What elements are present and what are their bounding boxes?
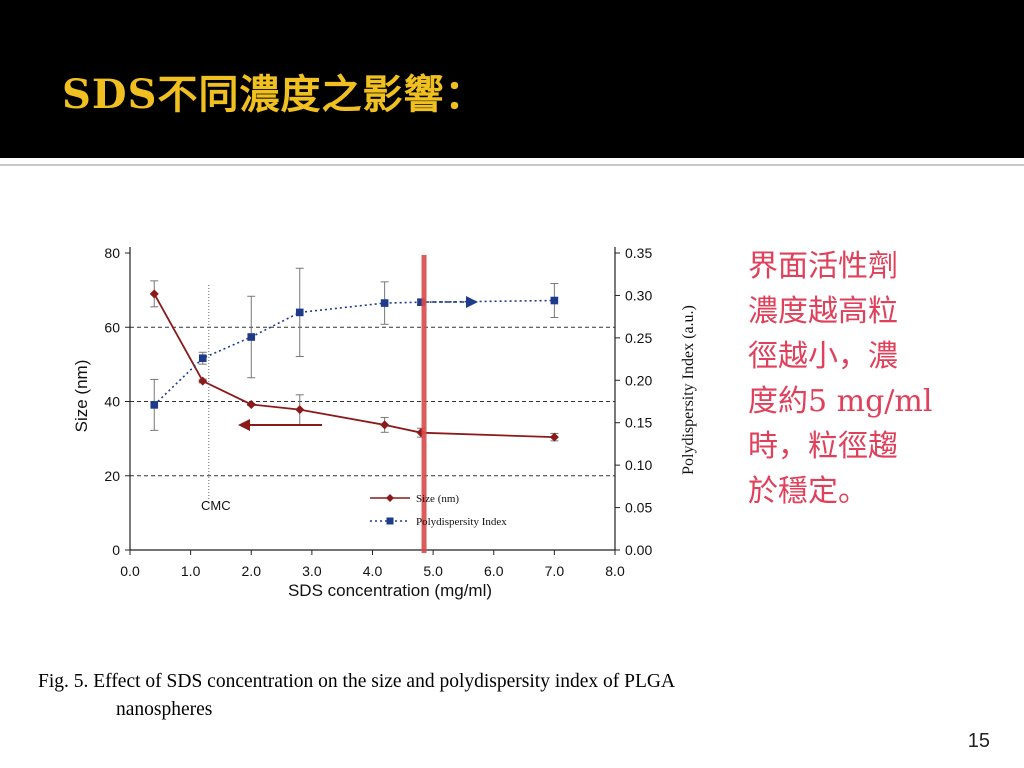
side-note: 界面活性劑 濃度越高粒 徑越小，濃 度約5 mg/ml 時，粒徑趨 於穩定。 (748, 244, 973, 514)
page-number: 15 (967, 730, 990, 752)
pdi-point (247, 333, 256, 341)
arrow-head (466, 296, 478, 308)
x-tick-label: 7.0 (545, 563, 565, 579)
legend-size-marker (386, 494, 394, 502)
size-point (149, 289, 159, 299)
tick-labels: 0.0 1.0 2.0 3.0 4.0 5.0 6.0 7.0 8.0 0 20 40 60 80 0.00… (104, 245, 652, 579)
series (149, 267, 559, 442)
legend-size-label: Size (nm) (416, 493, 459, 505)
arrow-head (238, 419, 250, 431)
caption-line: nanospheres (116, 699, 213, 720)
size-point (246, 399, 256, 409)
pdi-point (550, 296, 559, 305)
x-tick-label: 6.0 (484, 563, 504, 579)
x-tick-label: 0.0 (120, 563, 140, 579)
title-divider (0, 164, 1024, 166)
y2-axis-label: Polydispersity Index (a.u.) (680, 305, 697, 475)
x-axis-label: SDS concentration (mg/ml) (288, 581, 492, 600)
x-tick-label: 8.0 (605, 563, 625, 579)
axes (125, 247, 620, 555)
pdi-point (150, 401, 159, 409)
slide-title: SDS不同濃度之影響： (62, 71, 486, 118)
y-tick-label: 80 (104, 245, 120, 261)
side-note-line: 時，粒徑趨 (748, 429, 898, 464)
y2-tick-label: 0.00 (625, 542, 652, 558)
cmc-label: CMC (201, 498, 231, 513)
gridlines (130, 326, 615, 477)
side-note-line: 濃度越高粒 (748, 294, 898, 329)
pdi-point (380, 299, 389, 307)
pdi-point (417, 298, 425, 307)
x-tick-label: 1.0 (181, 563, 201, 579)
y2-tick-label: 0.30 (625, 287, 652, 303)
legend: Size (nm) Polydispersity Index (370, 493, 507, 528)
y2-tick-label: 0.10 (625, 457, 652, 473)
y2-tick-label: 0.25 (625, 330, 652, 346)
pdi-point (295, 308, 304, 317)
x-tick-label: 3.0 (302, 563, 322, 579)
x-tick-label: 4.0 (363, 563, 383, 579)
size-line (153, 293, 555, 439)
legend-pdi-label: Polydispersity Index (416, 516, 507, 528)
side-note-line: 度約5 mg/ml (748, 384, 933, 419)
y2-tick-label: 0.15 (625, 415, 652, 431)
highlight-line (421, 255, 427, 553)
side-note-line: 界面活性劑 (748, 249, 898, 284)
y-tick-label: 20 (104, 468, 120, 484)
size-point (198, 376, 208, 386)
y-axis-label: Size (nm) (72, 360, 91, 433)
pdi-line (153, 299, 555, 406)
size-point (380, 420, 390, 430)
size-axis-arrow (238, 419, 322, 431)
size-series (149, 280, 559, 442)
title-bar (0, 0, 1024, 158)
caption-line: Fig. 5. Effect of SDS concentration on t… (38, 671, 676, 692)
figure-caption: Fig. 5. Effect of SDS concentration on t… (38, 668, 938, 724)
side-note-line: 於穩定。 (748, 474, 868, 509)
y-tick-label: 60 (104, 319, 120, 335)
x-tick-label: 2.0 (242, 563, 262, 579)
y2-tick-label: 0.20 (625, 372, 652, 388)
size-point (549, 432, 559, 442)
size-point (295, 405, 305, 415)
pdi-series (150, 267, 559, 431)
side-note-line: 徑越小，濃 (748, 339, 898, 374)
y2-tick-label: 0.35 (625, 245, 652, 261)
y2-tick-label: 0.05 (625, 500, 652, 516)
legend-pdi-marker (386, 517, 394, 525)
pdi-axis-arrow (425, 296, 478, 308)
y-tick-label: 0 (112, 542, 120, 558)
x-tick-label: 5.0 (423, 563, 443, 579)
annotations: CMC (201, 255, 478, 553)
y-tick-label: 40 (104, 394, 120, 410)
pdi-point (198, 354, 207, 363)
